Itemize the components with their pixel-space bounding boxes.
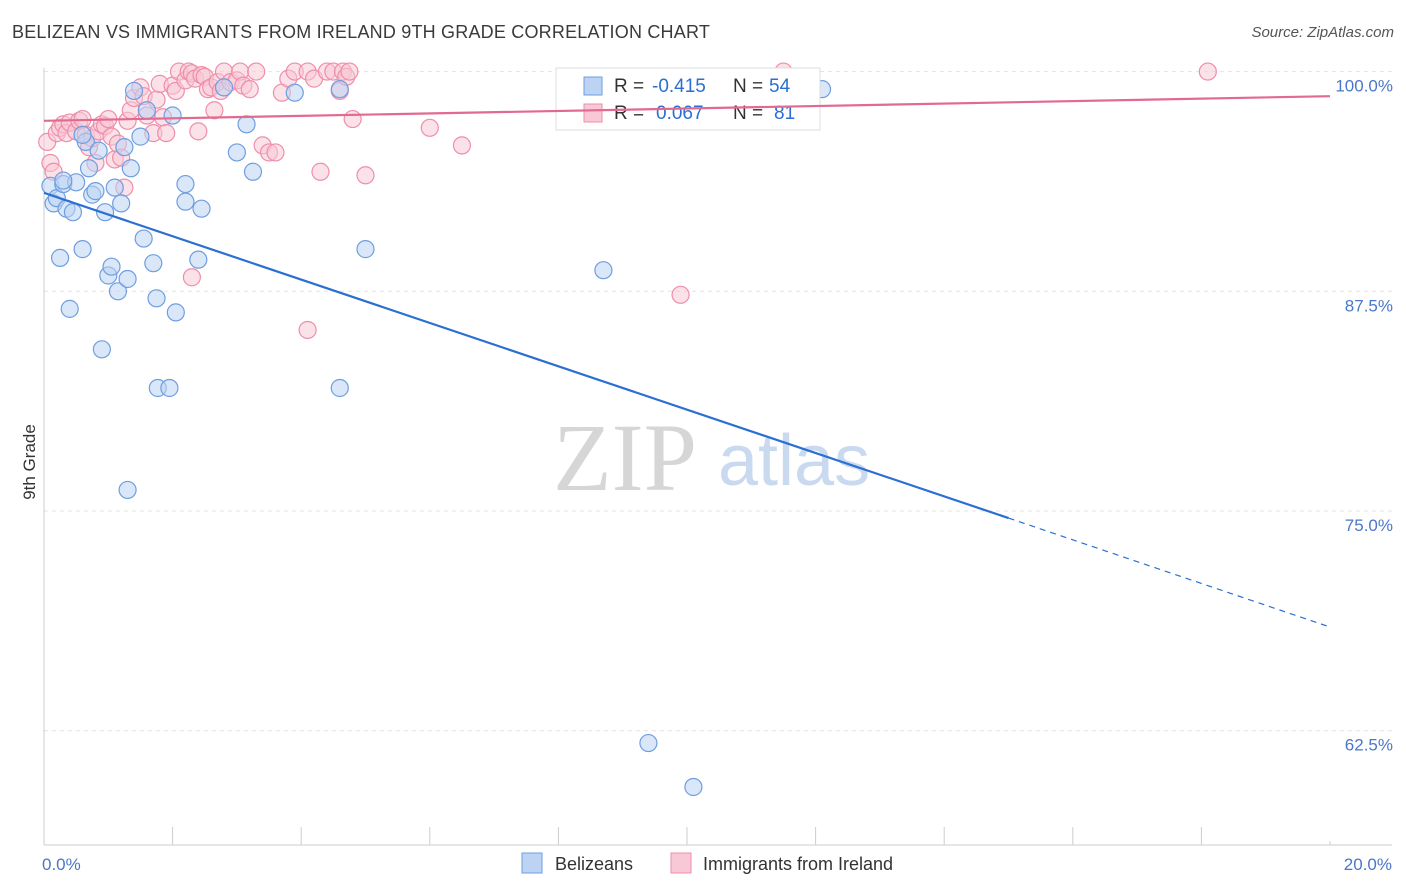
belizeans-point	[105, 178, 124, 197]
y-axis-title: 9th Grade	[20, 424, 39, 500]
belizeans-point	[54, 171, 73, 190]
watermark: ZIP atlas	[553, 404, 870, 511]
belizeans-point	[176, 192, 195, 211]
belizeans-point	[112, 194, 131, 213]
belizeans-point	[121, 159, 140, 178]
belizeans-point	[118, 480, 137, 500]
y-tick-label: 75.0%	[1345, 516, 1393, 535]
belizeans-point	[176, 174, 195, 194]
ireland-point	[298, 320, 317, 340]
belizeans-point	[330, 378, 349, 398]
belizeans-point	[237, 115, 256, 134]
belizeans-point	[684, 777, 703, 797]
belizeans-point	[60, 299, 79, 318]
belizeans-point	[189, 250, 208, 269]
ireland-point	[420, 118, 439, 137]
trend-lines	[43, 95, 1331, 628]
ireland-point	[266, 143, 285, 162]
belizeans-trend-extension	[1008, 517, 1331, 628]
belizeans-point	[356, 240, 375, 259]
y-tick-label: 62.5%	[1345, 736, 1393, 755]
belizeans-point	[147, 289, 166, 308]
watermark-zip: ZIP	[553, 404, 697, 511]
stats-swatch-belizeans	[583, 76, 603, 96]
ireland-point	[343, 109, 362, 129]
belizeans-point	[95, 203, 115, 222]
ireland-point	[205, 101, 224, 120]
ireland-point	[452, 136, 472, 155]
ireland-point	[189, 122, 208, 141]
stats-n-value-ireland: 81	[774, 103, 795, 124]
belizeans-point	[639, 733, 658, 753]
stats-r-label-1: R =	[614, 103, 644, 124]
belizeans-point	[214, 78, 234, 97]
ireland-point	[182, 268, 201, 287]
ireland-point	[240, 80, 259, 99]
y-tick-label: 100.0%	[1335, 77, 1393, 96]
source-label: Source: ZipAtlas.com	[1251, 24, 1394, 41]
ireland-point	[356, 166, 375, 185]
legend-swatch-ireland	[670, 852, 692, 874]
x-tick-labels: 0.0% 20.0%	[42, 855, 1392, 874]
stats-r-value-ireland: 0.067	[656, 103, 704, 124]
belizeans-point	[89, 141, 108, 160]
belizeans-point	[166, 303, 185, 322]
belizeans-point	[50, 248, 70, 268]
belizeans-point	[227, 143, 246, 162]
belizeans-point	[131, 127, 150, 146]
belizeans-point	[134, 229, 153, 248]
watermark-atlas: atlas	[718, 421, 870, 501]
belizeans-point	[73, 125, 92, 144]
x-tick-label: 20.0%	[1344, 855, 1392, 874]
belizeans-point	[118, 269, 137, 289]
legend: Belizeans Immigrants from Ireland	[521, 852, 893, 874]
stats-r-value-belizeans: -0.415	[652, 76, 706, 97]
belizeans-point	[144, 254, 163, 273]
stats-n-label-0: N =	[733, 76, 763, 97]
y-tick-label: 87.5%	[1345, 296, 1393, 315]
belizeans-point	[108, 282, 128, 301]
legend-swatch-belizeans	[521, 852, 543, 874]
stats-box: R = -0.415 N = 54 R = 0.067 N = 81	[555, 67, 821, 131]
stats-swatch-ireland	[583, 103, 603, 123]
belizeans-point	[137, 101, 156, 120]
belizeans-point	[63, 203, 83, 222]
belizeans-point	[192, 199, 211, 218]
ireland-point	[340, 62, 359, 81]
ireland-point	[671, 285, 690, 304]
ireland-trend-line	[43, 95, 1331, 122]
belizeans-point	[160, 378, 179, 398]
belizeans-point	[163, 106, 182, 125]
belizeans-point	[115, 138, 134, 157]
ireland-point	[247, 62, 266, 81]
belizeans-point	[243, 162, 263, 181]
axes	[43, 68, 1392, 846]
ireland-point	[1198, 62, 1217, 81]
belizeans-point	[92, 340, 111, 359]
belizeans-point	[102, 257, 121, 276]
x-tick-label: 0.0%	[42, 855, 81, 874]
y-tick-labels: 100.0% 87.5% 75.0% 62.5%	[1335, 77, 1393, 755]
ireland-point	[311, 162, 330, 181]
stats-r-label-0: R =	[614, 76, 644, 97]
chart-title: BELIZEAN VS IMMIGRANTS FROM IRELAND 9TH …	[12, 22, 711, 42]
belizeans-point	[79, 159, 99, 178]
belizeans-point	[86, 182, 105, 201]
belizeans-point	[285, 83, 304, 102]
stats-n-value-belizeans: 54	[769, 76, 791, 97]
legend-label-ireland: Immigrants from Ireland	[703, 854, 893, 874]
ireland-point	[157, 124, 176, 143]
belizeans-trend-line	[43, 191, 1009, 520]
belizeans-point	[594, 261, 613, 280]
belizeans-point	[330, 80, 349, 99]
belizeans-point	[73, 240, 92, 259]
belizeans-point	[124, 81, 144, 101]
legend-label-belizeans: Belizeans	[555, 854, 633, 874]
